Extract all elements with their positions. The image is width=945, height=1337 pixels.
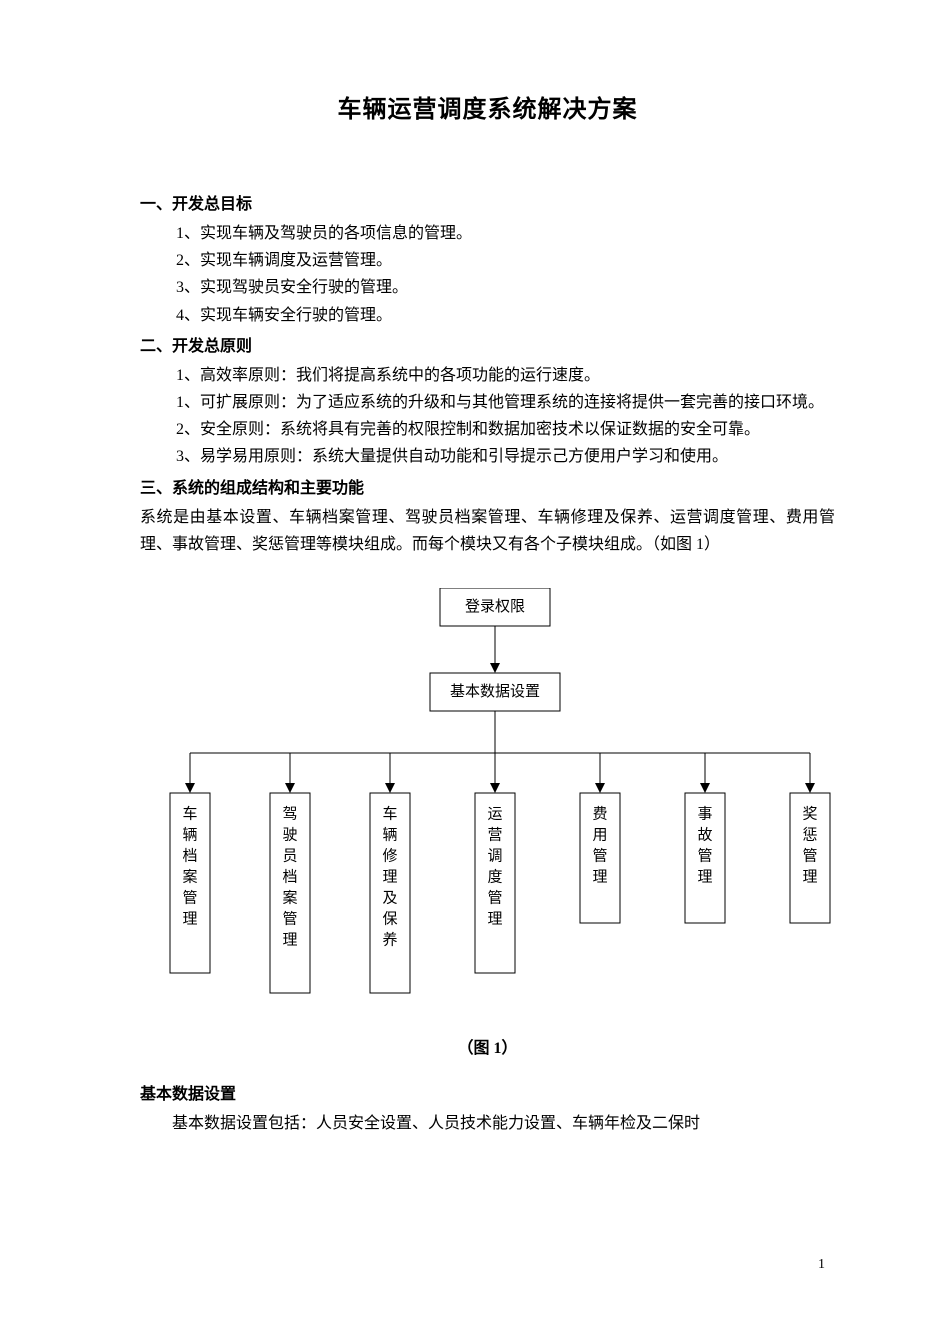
- svg-text:基本数据设置: 基本数据设置: [450, 683, 540, 700]
- item-number: 1、: [176, 389, 200, 416]
- item-number: 3、: [176, 274, 200, 301]
- item-number: 2、: [176, 416, 200, 443]
- figure-1-caption: （图 1）: [140, 1035, 835, 1062]
- svg-text:费: 费: [592, 806, 607, 823]
- list-item: 1、 可扩展原则：为了适应系统的升级和与其他管理系统的连接将提供一套完善的接口环…: [176, 389, 835, 416]
- section-2-list: 1、 高效率原则：我们将提高系统中的各项功能的运行速度。 1、 可扩展原则：为了…: [176, 362, 835, 471]
- figure-1: 登录权限基本数据设置车辆档案管理驾驶员档案管理车辆修理及保养运营调度管理费用管理…: [140, 588, 835, 1062]
- document-title: 车辆运营调度系统解决方案: [140, 90, 835, 131]
- page: 车辆运营调度系统解决方案 一、开发总目标 1、 实现车辆及驾驶员的各项信息的管理…: [0, 0, 945, 1337]
- svg-text:故: 故: [697, 827, 712, 844]
- item-text: 易学易用原则：系统大量提供自动功能和引导提示己方便用户学习和使用。: [200, 443, 835, 470]
- svg-text:车: 车: [382, 806, 397, 823]
- svg-text:管: 管: [487, 890, 502, 907]
- item-text: 实现车辆安全行驶的管理。: [200, 302, 835, 329]
- svg-text:用: 用: [592, 828, 607, 844]
- svg-text:管: 管: [592, 848, 607, 865]
- list-item: 2、 安全原则：系统将具有完善的权限控制和数据加密技术以保证数据的安全可靠。: [176, 416, 835, 443]
- svg-text:案: 案: [282, 889, 297, 907]
- item-text: 可扩展原则：为了适应系统的升级和与其他管理系统的连接将提供一套完善的接口环境。: [200, 389, 835, 416]
- list-item: 2、 实现车辆调度及运营管理。: [176, 247, 835, 274]
- basic-heading: 基本数据设置: [140, 1081, 835, 1108]
- item-text: 实现车辆调度及运营管理。: [200, 247, 835, 274]
- section-2-heading: 二、开发总原则: [140, 333, 835, 360]
- item-number: 4、: [176, 302, 200, 329]
- svg-text:及: 及: [382, 891, 397, 907]
- svg-text:驾: 驾: [282, 806, 297, 823]
- tree-diagram: 登录权限基本数据设置车辆档案管理驾驶员档案管理车辆修理及保养运营调度管理费用管理…: [140, 588, 860, 1008]
- svg-text:档: 档: [182, 848, 197, 865]
- svg-text:事: 事: [697, 806, 712, 823]
- svg-text:管: 管: [182, 890, 197, 907]
- page-number: 1: [818, 1253, 825, 1277]
- svg-text:管: 管: [697, 848, 712, 865]
- svg-text:管: 管: [802, 848, 817, 865]
- svg-text:理: 理: [802, 870, 817, 886]
- item-text: 实现驾驶员安全行驶的管理。: [200, 274, 835, 301]
- item-text: 安全原则：系统将具有完善的权限控制和数据加密技术以保证数据的安全可靠。: [200, 416, 835, 443]
- list-item: 1、 实现车辆及驾驶员的各项信息的管理。: [176, 220, 835, 247]
- svg-text:辆: 辆: [382, 827, 397, 844]
- item-number: 2、: [176, 247, 200, 274]
- svg-text:理: 理: [487, 912, 502, 928]
- svg-text:运: 运: [487, 806, 502, 823]
- section-3-heading: 三、系统的组成结构和主要功能: [140, 475, 835, 502]
- svg-text:奖: 奖: [802, 806, 817, 823]
- list-item: 1、 高效率原则：我们将提高系统中的各项功能的运行速度。: [176, 362, 835, 389]
- svg-text:理: 理: [382, 870, 397, 886]
- svg-text:登录权限: 登录权限: [465, 598, 525, 615]
- item-number: 3、: [176, 443, 200, 470]
- section-1-heading: 一、开发总目标: [140, 191, 835, 218]
- svg-text:理: 理: [182, 912, 197, 928]
- svg-text:调: 调: [487, 848, 502, 865]
- svg-text:惩: 惩: [802, 827, 817, 844]
- list-item: 4、 实现车辆安全行驶的管理。: [176, 302, 835, 329]
- svg-text:案: 案: [182, 868, 197, 886]
- svg-text:车: 车: [182, 806, 197, 823]
- item-text: 高效率原则：我们将提高系统中的各项功能的运行速度。: [200, 362, 835, 389]
- section-1-list: 1、 实现车辆及驾驶员的各项信息的管理。 2、 实现车辆调度及运营管理。 3、 …: [176, 220, 835, 329]
- svg-text:理: 理: [282, 933, 297, 949]
- item-text: 实现车辆及驾驶员的各项信息的管理。: [200, 220, 835, 247]
- svg-text:员: 员: [282, 849, 297, 865]
- svg-text:驶: 驶: [282, 827, 297, 844]
- svg-text:档: 档: [282, 869, 297, 886]
- item-number: 1、: [176, 220, 200, 247]
- list-item: 3、 实现驾驶员安全行驶的管理。: [176, 274, 835, 301]
- svg-text:养: 养: [382, 932, 397, 949]
- section-3-paragraph: 系统是由基本设置、车辆档案管理、驾驶员档案管理、车辆修理及保养、运营调度管理、费…: [140, 504, 835, 558]
- basic-paragraph: 基本数据设置包括：人员安全设置、人员技术能力设置、车辆年检及二保时: [140, 1110, 835, 1137]
- svg-text:辆: 辆: [182, 827, 197, 844]
- svg-text:保: 保: [382, 911, 397, 928]
- list-item: 3、 易学易用原则：系统大量提供自动功能和引导提示己方便用户学习和使用。: [176, 443, 835, 470]
- svg-text:理: 理: [697, 870, 712, 886]
- svg-text:管: 管: [282, 911, 297, 928]
- svg-text:度: 度: [487, 869, 502, 886]
- svg-text:修: 修: [382, 848, 397, 865]
- svg-text:理: 理: [592, 870, 607, 886]
- item-number: 1、: [176, 362, 200, 389]
- svg-text:营: 营: [487, 827, 502, 844]
